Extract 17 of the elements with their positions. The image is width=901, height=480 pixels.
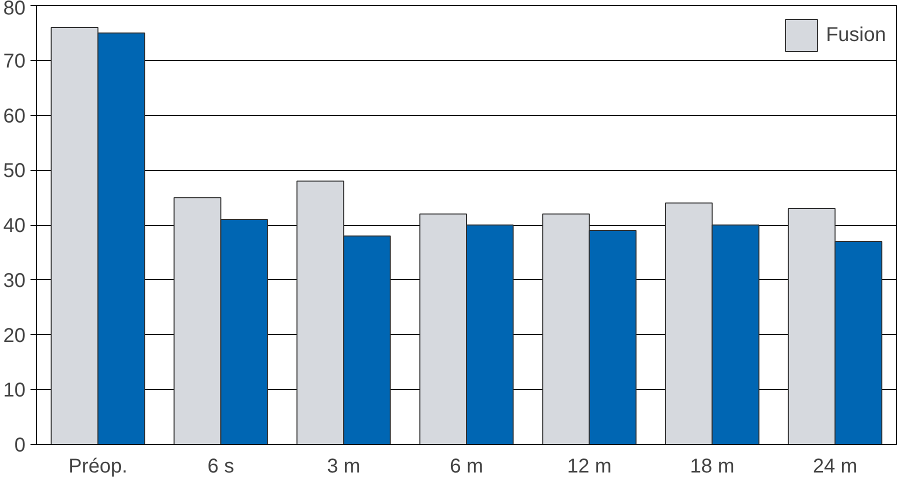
y-tick-label: 70	[3, 50, 26, 72]
x-tick-label: Préop.	[68, 456, 128, 478]
x-tick-label: 6 s	[207, 456, 234, 478]
legend-label: Fusion	[826, 24, 886, 46]
x-tick-label: 12 m	[567, 456, 612, 478]
y-tick-label: 60	[3, 105, 26, 128]
y-tick-label: 80	[3, 0, 26, 20]
y-tick-label: 0	[14, 434, 26, 456]
x-tick-label: 3 m	[326, 456, 360, 478]
y-tick-label: 40	[3, 215, 26, 237]
y-tick-label: 30	[3, 270, 26, 292]
x-tick-label: 6 m	[450, 456, 484, 478]
x-tick-label: 24 m	[812, 456, 858, 478]
y-tick-label: 50	[3, 160, 26, 182]
y-tick-label: 20	[3, 324, 26, 347]
y-tick-label: 10	[3, 380, 26, 402]
x-tick-label: 18 m	[690, 456, 734, 478]
